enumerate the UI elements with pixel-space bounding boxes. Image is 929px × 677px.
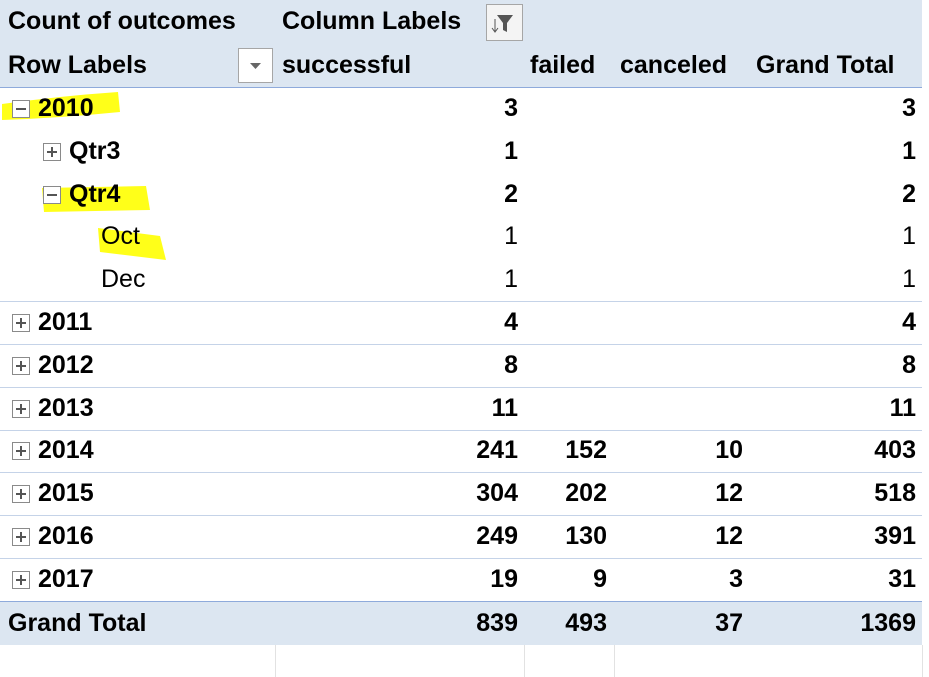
value-cell: 202 bbox=[565, 479, 607, 508]
value-cell: 4 bbox=[902, 308, 916, 336]
value-cell: 4 bbox=[504, 308, 518, 336]
row-label: Dec bbox=[101, 265, 146, 294]
expand-toggle[interactable] bbox=[12, 314, 30, 332]
highlight bbox=[42, 186, 150, 212]
row-border bbox=[0, 558, 922, 559]
grid-line bbox=[922, 645, 923, 677]
value-cell: 1369 bbox=[860, 609, 916, 637]
value-cell: 1 bbox=[902, 222, 916, 251]
grid-line bbox=[275, 645, 276, 677]
row-label: 2017 bbox=[38, 564, 94, 593]
value-cell: 3 bbox=[729, 564, 743, 593]
value-cell: 2 bbox=[902, 179, 916, 208]
value-cell: 403 bbox=[874, 436, 916, 465]
row-label: 2015 bbox=[38, 479, 94, 508]
value-cell: 518 bbox=[874, 479, 916, 508]
value-cell: 31 bbox=[888, 564, 916, 593]
expand-toggle[interactable] bbox=[12, 442, 30, 461]
grid-line bbox=[614, 645, 615, 677]
value-cell: 1 bbox=[504, 222, 518, 251]
header-border bbox=[0, 87, 922, 88]
highlight bbox=[98, 228, 166, 260]
row-border bbox=[0, 301, 922, 303]
expand-toggle[interactable] bbox=[43, 142, 61, 161]
row-border bbox=[0, 344, 922, 345]
row-label: Oct bbox=[101, 222, 140, 251]
row-label: 2014 bbox=[38, 436, 94, 465]
total-border bbox=[0, 601, 922, 602]
row-border bbox=[0, 515, 922, 517]
row-label: Qtr4 bbox=[69, 179, 121, 208]
value-cell: 839 bbox=[476, 609, 518, 637]
row-label: 2011 bbox=[38, 308, 93, 336]
row-label: Grand Total bbox=[8, 609, 147, 637]
grid-line bbox=[524, 645, 525, 677]
row-label: 2012 bbox=[38, 350, 94, 379]
expand-toggle[interactable] bbox=[12, 485, 30, 504]
dropdown-icon bbox=[250, 63, 261, 69]
filter-button[interactable] bbox=[486, 4, 523, 41]
expand-toggle[interactable] bbox=[12, 528, 30, 546]
value-cell: 249 bbox=[476, 522, 518, 550]
value-cell: 9 bbox=[593, 564, 607, 593]
value-cell: 3 bbox=[504, 94, 518, 122]
expand-toggle[interactable] bbox=[43, 185, 61, 204]
value-cell: 3 bbox=[902, 94, 916, 122]
value-cell: 130 bbox=[565, 522, 607, 550]
row-label: Qtr3 bbox=[69, 136, 121, 165]
value-cell: 493 bbox=[565, 609, 607, 637]
value-cell: 1 bbox=[902, 136, 916, 165]
column-header: failed bbox=[530, 51, 596, 79]
value-cell: 11 bbox=[491, 393, 518, 422]
value-cell: 12 bbox=[715, 479, 743, 508]
value-cell: 37 bbox=[715, 609, 743, 637]
row-border bbox=[0, 472, 922, 474]
value-cell: 1 bbox=[504, 136, 518, 165]
header-band bbox=[0, 0, 922, 87]
row-label: 2016 bbox=[38, 522, 94, 550]
value-cell: 391 bbox=[874, 522, 916, 550]
column-header: successful bbox=[282, 51, 412, 79]
row-border bbox=[0, 386, 922, 388]
expand-toggle[interactable] bbox=[12, 399, 30, 418]
row-labels: Row Labels bbox=[8, 51, 147, 79]
expand-toggle[interactable] bbox=[12, 356, 30, 375]
dropdown-button[interactable] bbox=[238, 48, 273, 83]
expand-toggle[interactable] bbox=[12, 100, 30, 118]
row-label: 2013 bbox=[38, 393, 94, 422]
value-cell: 1 bbox=[504, 265, 518, 294]
value-cell: 152 bbox=[565, 436, 607, 465]
expand-toggle[interactable] bbox=[12, 570, 30, 589]
row-label: 2010 bbox=[38, 94, 94, 122]
pivot-title: Count of outcomes bbox=[8, 7, 236, 35]
value-cell: 1 bbox=[902, 265, 916, 294]
value-cell: 8 bbox=[504, 350, 518, 379]
value-cell: 8 bbox=[902, 350, 916, 379]
highlight bbox=[2, 92, 120, 120]
value-cell: 12 bbox=[715, 522, 743, 550]
column-header: canceled bbox=[620, 51, 728, 79]
value-cell: 304 bbox=[476, 479, 518, 508]
value-cell: 241 bbox=[476, 436, 518, 465]
column-labels: Column Labels bbox=[282, 7, 462, 35]
value-cell: 10 bbox=[715, 436, 743, 465]
total-band bbox=[0, 602, 922, 645]
value-cell: 11 bbox=[889, 393, 916, 422]
row-border bbox=[0, 429, 922, 431]
column-header: Grand Total bbox=[756, 51, 895, 79]
value-cell: 2 bbox=[504, 179, 518, 208]
value-cell: 19 bbox=[490, 564, 518, 593]
filter-icon bbox=[491, 15, 513, 33]
